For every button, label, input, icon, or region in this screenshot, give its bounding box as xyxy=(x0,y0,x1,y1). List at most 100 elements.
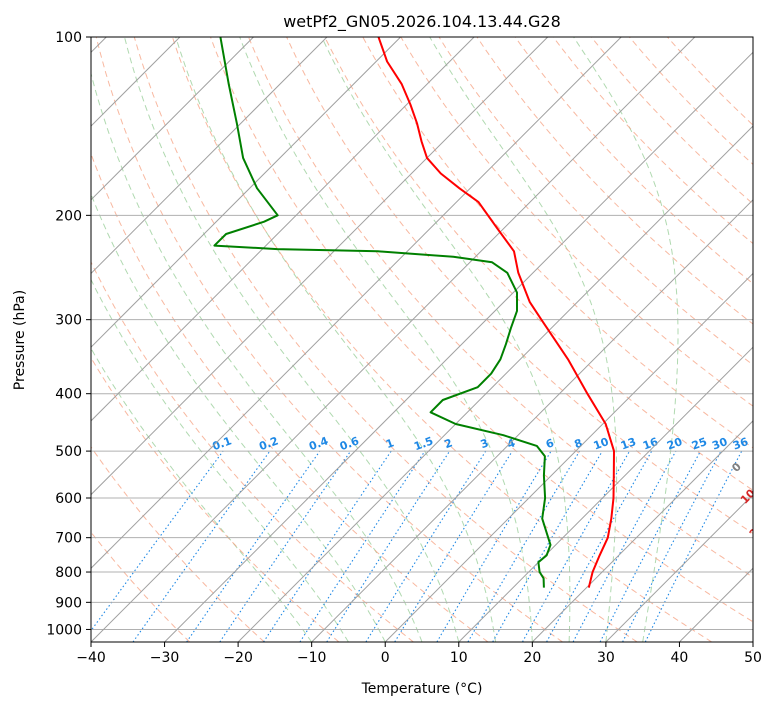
isotherm-line xyxy=(458,346,753,642)
dry-adiabat xyxy=(95,37,563,642)
mixing-ratio-line xyxy=(546,450,653,642)
curve-label: 20 xyxy=(747,520,767,540)
mixing-ratio-line xyxy=(522,450,631,642)
mixing-ratio-line xyxy=(299,450,426,642)
x-tick-label: 10 xyxy=(450,650,468,666)
mixing-ratio-label: 2 xyxy=(443,436,455,451)
mixing-ratio-label: 16 xyxy=(641,435,660,453)
x-axis-label: Temperature (°C) xyxy=(361,681,483,697)
mixing-ratio-label: 30 xyxy=(710,435,729,453)
x-tick-label: −10 xyxy=(297,650,327,666)
plot-frame xyxy=(90,36,754,643)
chart-title: wetPf2_GN05.2026.104.13.44.G28 xyxy=(283,12,561,32)
isotherm-line xyxy=(311,199,753,642)
y-tick-label: 200 xyxy=(55,208,82,224)
moist-adiabat xyxy=(175,37,497,642)
isotherm-line xyxy=(91,37,622,569)
skewed-isotherms xyxy=(91,37,753,642)
x-tick-label: −30 xyxy=(150,650,180,666)
isotherm-line xyxy=(91,37,696,642)
x-axis-ticks: −40 −30 −20 −10 0 10 20 30 40 50 xyxy=(76,642,762,666)
isotherm-line xyxy=(605,493,753,642)
moist-adiabat xyxy=(573,37,679,642)
x-tick-label: 20 xyxy=(523,650,541,666)
y-tick-label: 300 xyxy=(55,313,82,329)
dry-adiabat xyxy=(133,37,638,642)
mixing-ratio-label: 0.1 xyxy=(211,434,234,453)
moist-adiabat xyxy=(91,192,386,642)
dewpoint-line xyxy=(213,37,552,588)
y-tick-label: 100 xyxy=(55,30,82,46)
isotherm-line xyxy=(91,37,549,496)
mixing-ratio-label: 8 xyxy=(573,436,585,451)
x-tick-label: −20 xyxy=(223,650,253,666)
mixing-ratio-label: 25 xyxy=(690,435,709,452)
mixing-ratio-label: 0.4 xyxy=(307,434,330,453)
x-tick-label: 0 xyxy=(381,650,390,666)
moist-adiabat xyxy=(321,37,571,642)
mixing-ratio-label: 20 xyxy=(665,435,684,453)
y-tick-label: 400 xyxy=(55,387,82,403)
mixing-ratio-lines: 0.1 0.2 0.4 0.6 1 1.5 2 3 4 6 8 10 13 16 20 25 30 36 xyxy=(91,434,750,642)
mixing-ratio-label: 1.5 xyxy=(412,434,435,453)
mixing-ratio-line xyxy=(186,450,321,642)
isotherm-line xyxy=(91,37,254,201)
y-axis-label: Pressure (hPa) xyxy=(12,290,28,390)
mixing-ratio-label: 36 xyxy=(731,435,750,453)
mixing-ratio-label: 3 xyxy=(479,436,491,451)
x-tick-label: 40 xyxy=(671,650,689,666)
dry-adiabat xyxy=(324,37,753,491)
x-tick-label: 50 xyxy=(744,650,762,666)
isotherm-line xyxy=(164,51,753,642)
dry-adiabat xyxy=(210,37,753,623)
y-tick-label: 900 xyxy=(55,595,82,611)
moist-adiabat xyxy=(239,37,533,642)
mixing-ratio-label: 10 xyxy=(592,435,611,453)
mixing-ratio-label: 4 xyxy=(505,436,517,451)
mixing-ratio-label: 1 xyxy=(384,436,396,451)
isotherm-line xyxy=(91,37,475,422)
y-tick-label: 1000 xyxy=(46,622,82,638)
mixing-ratio-label: 0.2 xyxy=(257,434,280,453)
mixing-ratio-line xyxy=(263,450,392,642)
dry-adiabat xyxy=(248,37,753,578)
moist-adiabat xyxy=(91,278,349,642)
y-tick-label: 800 xyxy=(55,565,82,581)
isotherm-line xyxy=(384,272,753,642)
dry-adiabat xyxy=(91,356,340,642)
y-tick-label: 600 xyxy=(55,491,82,507)
temperature-line xyxy=(377,37,615,588)
moist-adiabat xyxy=(124,37,460,642)
plot-background xyxy=(91,37,753,642)
y-axis-ticks: 100 200 300 400 500 600 700 800 900 1000 xyxy=(46,30,91,638)
isotherm-line xyxy=(91,37,328,275)
dry-adiabat xyxy=(171,37,713,642)
mixing-ratio-line xyxy=(644,450,743,642)
dry-adiabat xyxy=(91,260,414,642)
moist-adiabat xyxy=(429,37,618,642)
mixing-ratio-line xyxy=(219,450,352,642)
x-tick-label: 30 xyxy=(597,650,615,666)
mixing-ratio-label: 13 xyxy=(619,435,638,452)
y-tick-label: 500 xyxy=(55,444,82,460)
mixing-ratio-line xyxy=(572,450,677,642)
mixing-ratio-line xyxy=(91,450,224,632)
dry-adiabat xyxy=(91,446,265,642)
mixing-ratio-line xyxy=(326,450,451,642)
mixing-ratio-label: 0.6 xyxy=(338,434,361,453)
mixing-ratio-label: 6 xyxy=(544,436,556,451)
pressure-gridlines xyxy=(91,37,753,630)
mixing-ratio-line xyxy=(394,450,513,642)
x-tick-label: −40 xyxy=(76,650,106,666)
y-tick-label: 700 xyxy=(55,531,82,547)
moist-adiabat xyxy=(91,71,423,642)
dry-adiabat xyxy=(286,37,753,535)
isotherm-line xyxy=(91,37,401,348)
isotherm-line xyxy=(531,420,753,642)
isotherm-line xyxy=(237,125,753,642)
dry-adiabats xyxy=(91,37,753,642)
sounding-series xyxy=(213,37,615,588)
dry-adiabat xyxy=(514,37,753,285)
